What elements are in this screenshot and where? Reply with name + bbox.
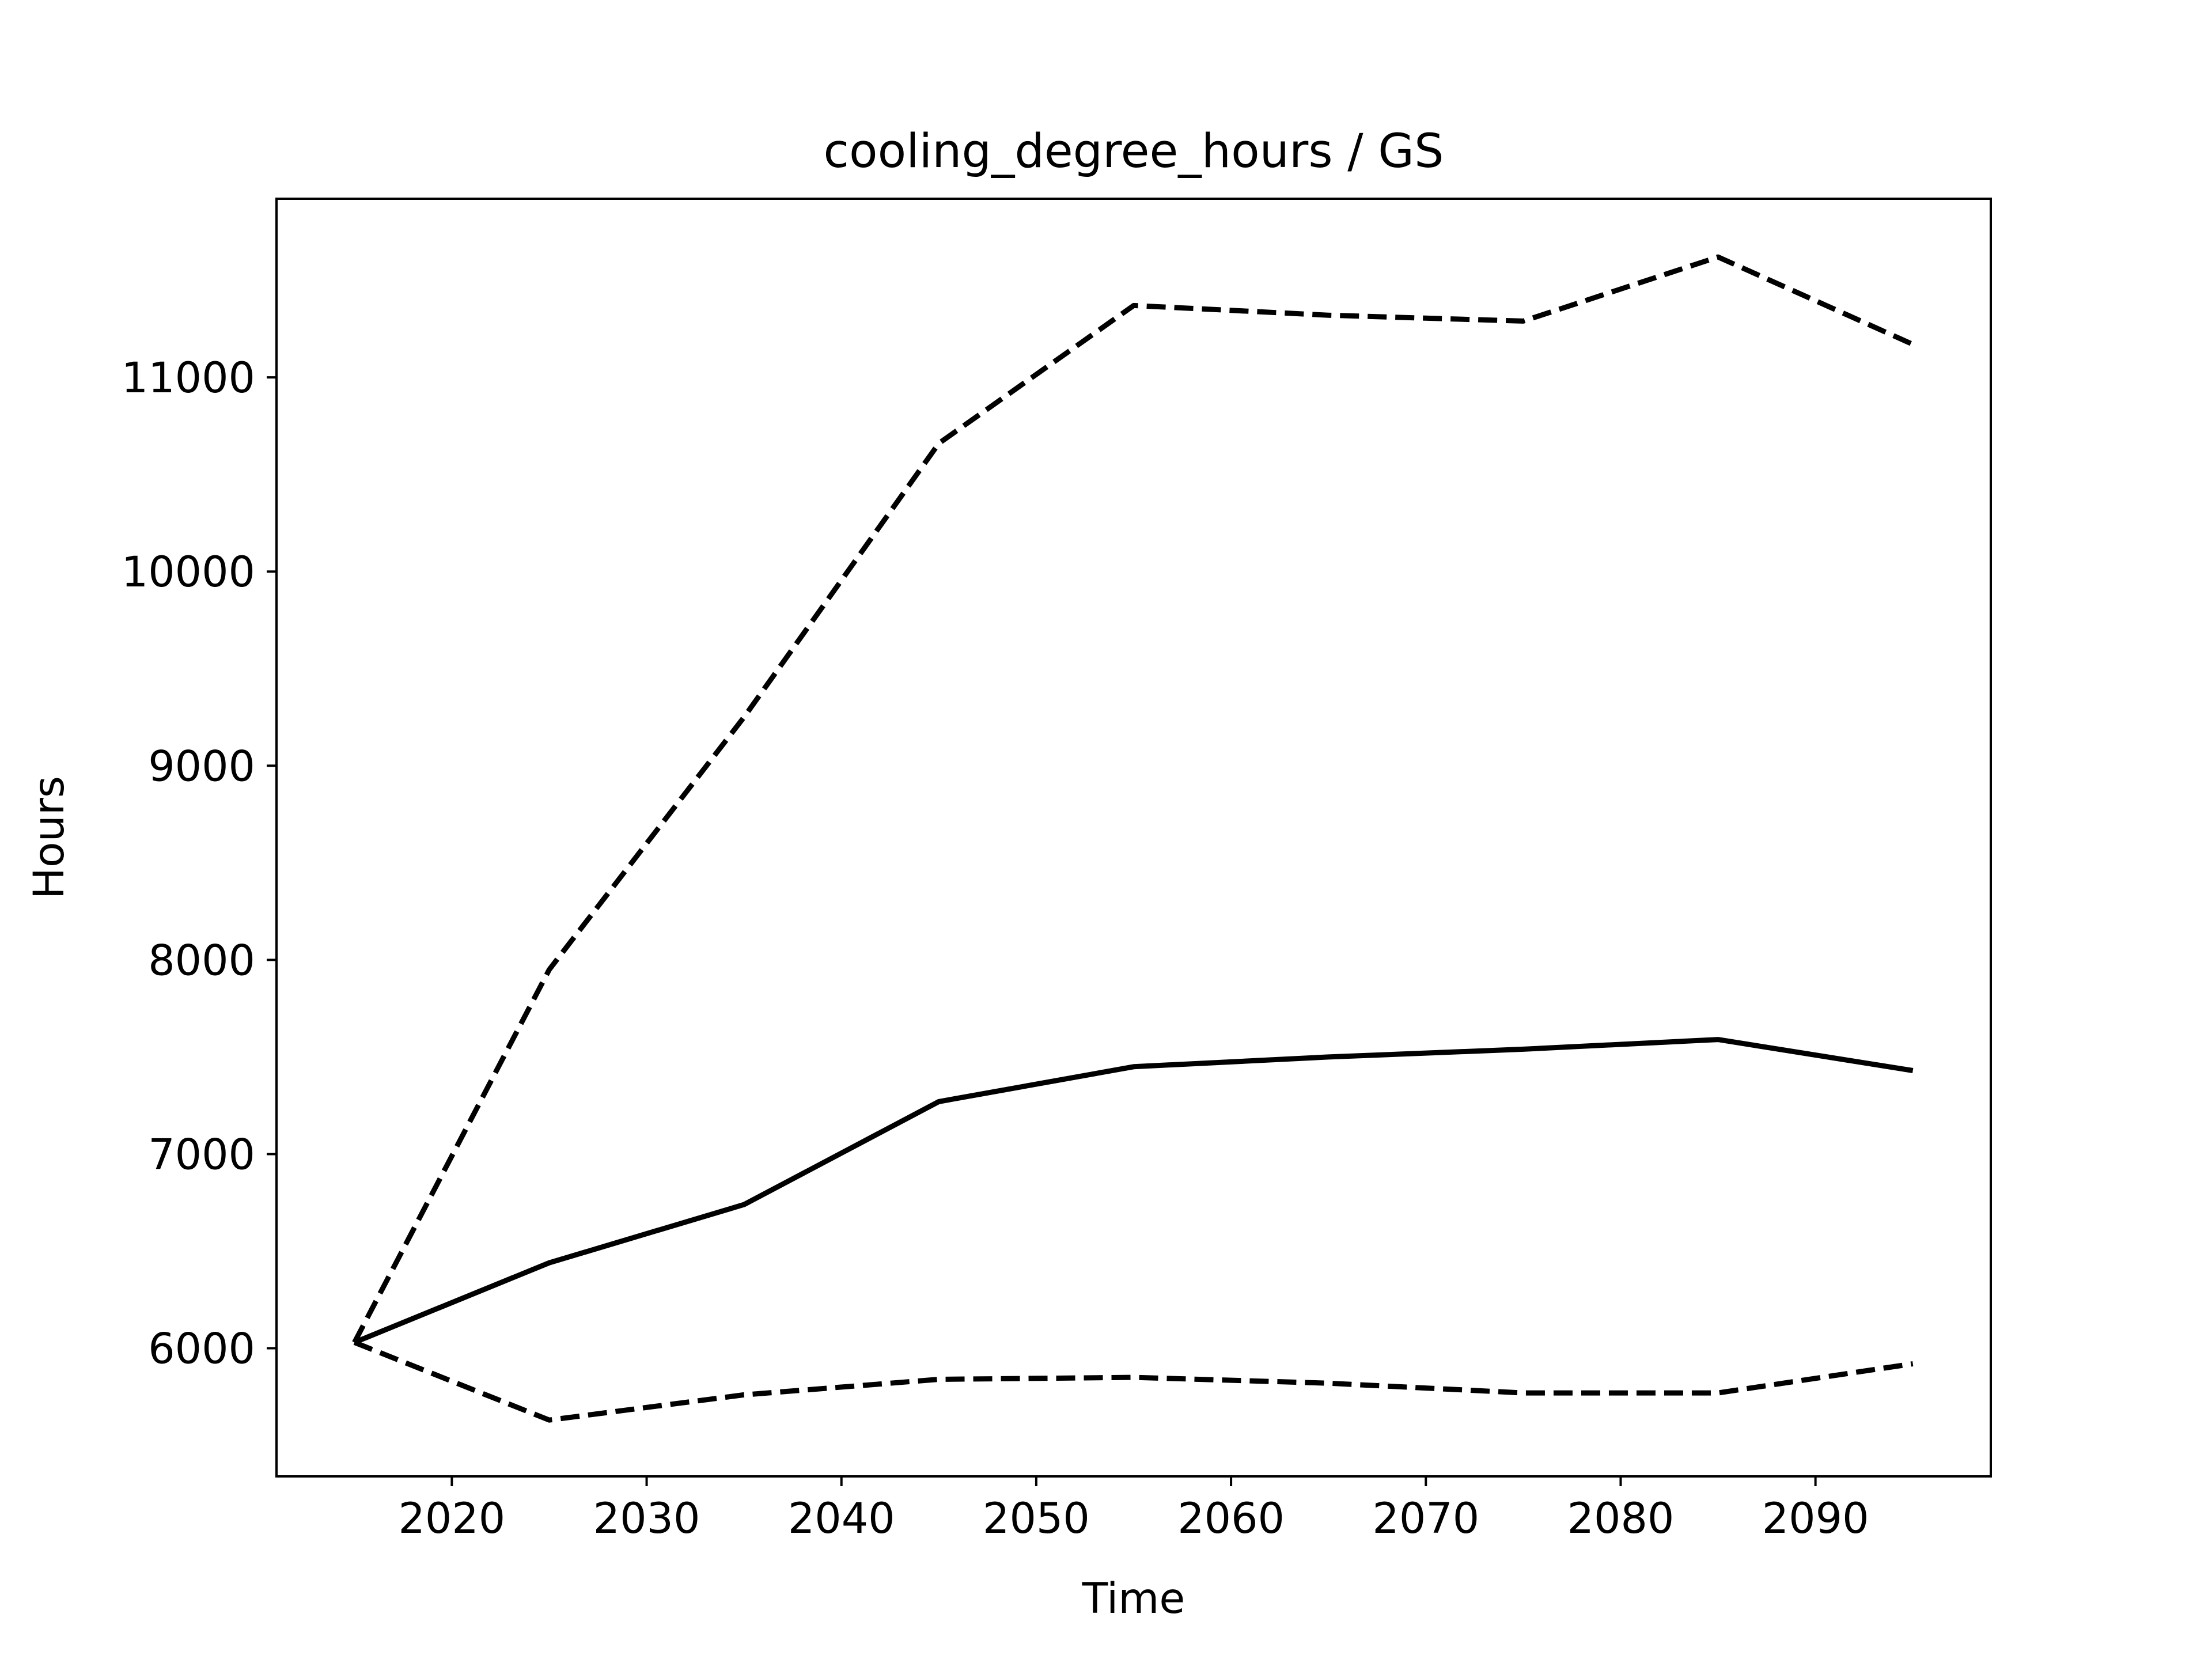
x-tick-label: 2030 — [593, 1494, 700, 1543]
x-tick-label: 2020 — [398, 1494, 505, 1543]
x-axis-label: Time — [1082, 1574, 1185, 1623]
series-line-2 — [352, 254, 1914, 1344]
x-tick-label: 2070 — [1372, 1494, 1479, 1543]
series-layer — [352, 254, 1914, 1423]
x-axis: 2020 2030 2040 2050 2060 2070 2080 2090 — [398, 1476, 1869, 1543]
x-tick-label: 2080 — [1567, 1494, 1675, 1543]
y-tick-label: 6000 — [148, 1325, 255, 1374]
x-tick-label: 2060 — [1177, 1494, 1285, 1543]
y-tick-label: 8000 — [148, 936, 255, 985]
y-tick-label: 7000 — [148, 1130, 255, 1179]
x-tick-label: 2090 — [1762, 1494, 1869, 1543]
series-line-1 — [353, 1037, 1914, 1345]
chart-title: cooling_degree_hours / GS — [824, 124, 1444, 179]
plot-frame — [275, 198, 1992, 1478]
y-tick-label: 11000 — [122, 354, 255, 403]
y-tick-label: 9000 — [148, 742, 255, 791]
y-axis-label: Hours — [25, 776, 74, 899]
series-line-3 — [353, 1340, 1914, 1423]
y-axis: 6000 7000 8000 9000 10000 11000 — [122, 354, 276, 1374]
y-tick-label: 10000 — [122, 548, 255, 597]
x-tick-label: 2040 — [788, 1494, 895, 1543]
x-tick-label: 2050 — [983, 1494, 1090, 1543]
